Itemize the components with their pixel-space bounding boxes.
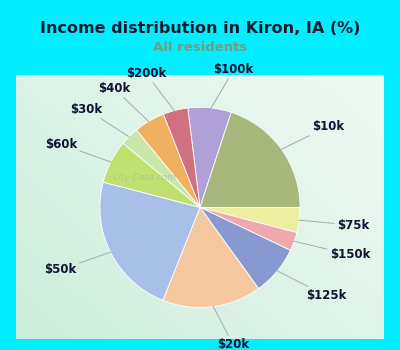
Text: $30k: $30k [70, 103, 129, 137]
Text: $10k: $10k [281, 120, 344, 149]
Text: $40k: $40k [98, 82, 149, 122]
Text: Income distribution in Kiron, IA (%): Income distribution in Kiron, IA (%) [40, 21, 360, 36]
Wedge shape [163, 207, 258, 307]
Text: $75k: $75k [299, 219, 369, 232]
Wedge shape [200, 207, 290, 288]
Wedge shape [200, 207, 300, 233]
Text: $20k: $20k [213, 306, 249, 350]
Wedge shape [200, 207, 297, 250]
Text: $150k: $150k [294, 241, 370, 261]
Text: All residents: All residents [153, 41, 247, 54]
Text: City-Data.com: City-Data.com [113, 173, 177, 182]
Text: $125k: $125k [277, 271, 346, 302]
Text: $50k: $50k [44, 252, 111, 276]
Wedge shape [123, 130, 200, 207]
Wedge shape [164, 108, 200, 207]
Wedge shape [200, 112, 300, 208]
Wedge shape [136, 114, 200, 207]
Wedge shape [188, 107, 231, 207]
Wedge shape [103, 143, 200, 207]
Wedge shape [100, 182, 200, 300]
Text: $200k: $200k [126, 67, 174, 111]
Text: $100k: $100k [211, 63, 254, 108]
Text: $60k: $60k [45, 138, 111, 162]
